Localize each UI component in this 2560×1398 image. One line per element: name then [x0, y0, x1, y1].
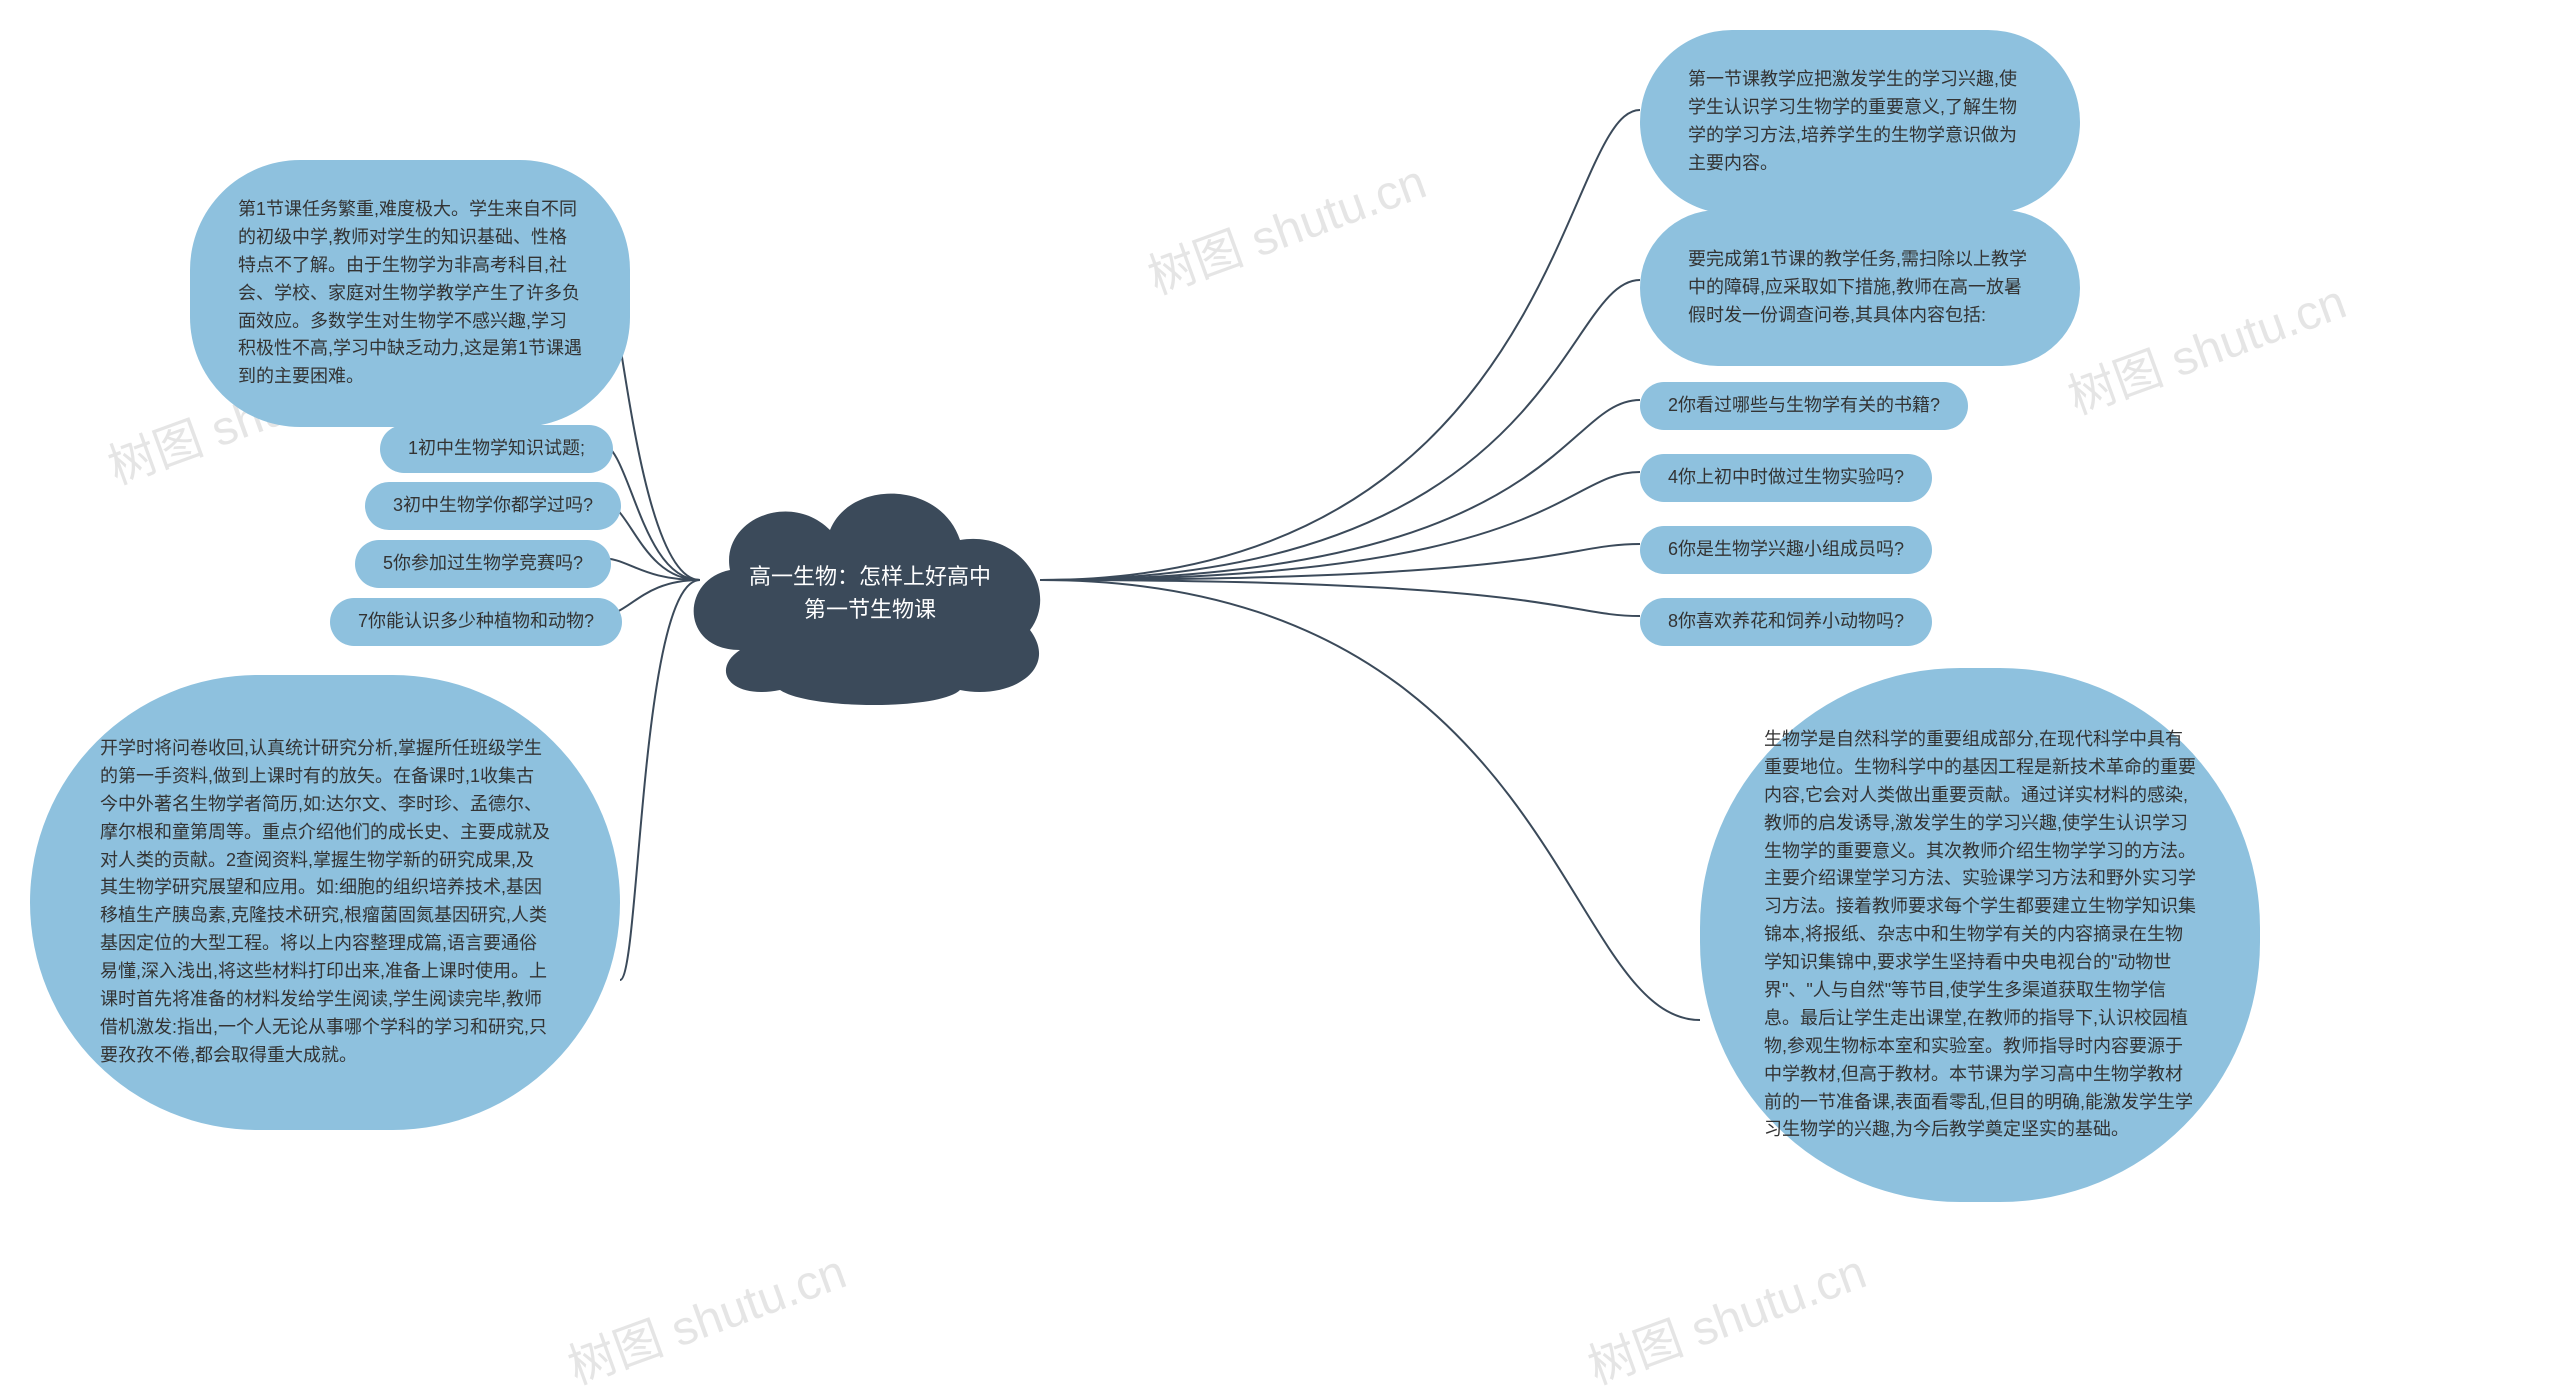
watermark: 树图 shutu.cn	[1137, 142, 1434, 307]
right-top-paragraph-2: 要完成第1节课的教学任务,需扫除以上教学中的障碍,应采取如下措施,教师在高一放暑…	[1640, 210, 2080, 366]
left-item-3: 3初中生物学你都学过吗?	[365, 482, 621, 530]
right-item-8: 8你喜欢养花和饲养小动物吗?	[1640, 598, 1932, 646]
left-bottom-paragraph-node: 开学时将问卷收回,认真统计研究分析,掌握所任班级学生的第一手资料,做到上课时有的…	[30, 675, 620, 1130]
left-item-5: 5你参加过生物学竞赛吗?	[355, 540, 611, 588]
left-item-7: 7你能认识多少种植物和动物?	[330, 598, 622, 646]
watermark: 树图 shutu.cn	[557, 1232, 854, 1397]
watermark: 树图 shutu.cn	[2057, 262, 2354, 427]
watermark: 树图 shutu.cn	[1577, 1232, 1874, 1397]
right-bottom-paragraph-node: 生物学是自然科学的重要组成部分,在现代科学中具有重要地位。生物科学中的基因工程是…	[1700, 668, 2260, 1202]
center-cloud	[660, 450, 1080, 710]
right-item-6: 6你是生物学兴趣小组成员吗?	[1640, 526, 1932, 574]
right-item-4: 4你上初中时做过生物实验吗?	[1640, 454, 1932, 502]
left-item-1: 1初中生物学知识试题;	[380, 425, 613, 473]
right-item-2: 2你看过哪些与生物学有关的书籍?	[1640, 382, 1968, 430]
right-top-paragraph-1: 第一节课教学应把激发学生的学习兴趣,使学生认识学习生物学的重要意义,了解生物学的…	[1640, 30, 2080, 214]
left-top-paragraph-node: 第1节课任务繁重,难度极大。学生来自不同的初级中学,教师对学生的知识基础、性格特…	[190, 160, 630, 427]
